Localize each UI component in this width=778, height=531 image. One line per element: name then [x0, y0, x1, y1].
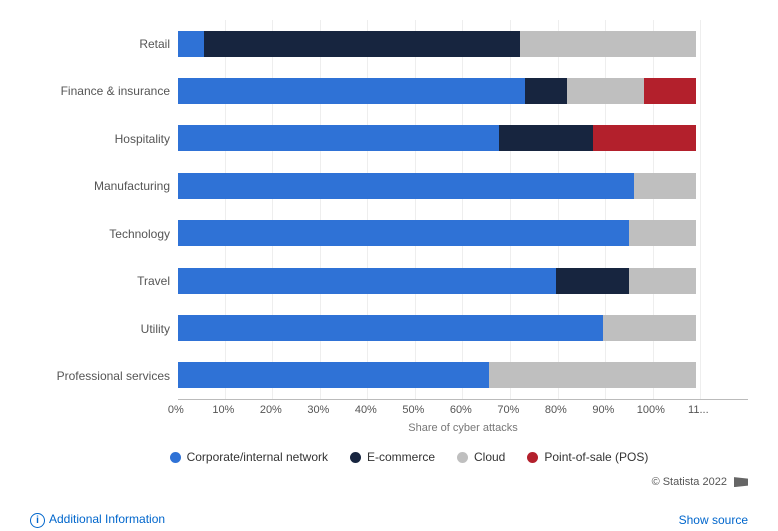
- bar-segment-corp: [178, 78, 525, 104]
- show-source-link[interactable]: Show source: [679, 513, 748, 527]
- category-label: Hospitality: [30, 123, 170, 155]
- legend-item: E-commerce: [350, 450, 435, 464]
- legend-label: E-commerce: [367, 450, 435, 464]
- bar-row: [178, 362, 748, 388]
- bar-segment-corp: [178, 362, 489, 388]
- bar-segment-corp: [178, 315, 603, 341]
- legend-swatch: [350, 452, 361, 463]
- x-axis-title: Share of cyber attacks: [178, 422, 748, 434]
- category-label: Retail: [30, 28, 170, 60]
- x-tick: 70%: [485, 404, 533, 416]
- legend-swatch: [527, 452, 538, 463]
- bar-segment-cloud: [520, 31, 696, 57]
- category-label: Manufacturing: [30, 170, 170, 202]
- copyright-text: © Statista 2022: [652, 476, 727, 488]
- x-axis-ticks: 0%10%20%30%40%50%60%70%80%90%100%11...: [152, 404, 722, 416]
- category-label: Travel: [30, 265, 170, 297]
- bar-rows: [178, 20, 748, 399]
- category-label: Technology: [30, 218, 170, 250]
- x-tick: 11...: [675, 404, 723, 416]
- legend-item: Corporate/internal network: [170, 450, 328, 464]
- bar-row: [178, 173, 748, 199]
- bar-segment-corp: [178, 125, 499, 151]
- legend-item: Point-of-sale (POS): [527, 450, 648, 464]
- bar-row: [178, 125, 748, 151]
- bar-segment-ecom: [204, 31, 520, 57]
- legend-item: Cloud: [457, 450, 505, 464]
- plot: [178, 20, 748, 400]
- bar-row: [178, 268, 748, 294]
- x-tick: 80%: [532, 404, 580, 416]
- bar-segment-corp: [178, 220, 629, 246]
- x-tick: 0%: [152, 404, 200, 416]
- additional-info-label: Additional Information: [49, 512, 165, 526]
- additional-info-link[interactable]: i Additional Information: [30, 512, 165, 528]
- x-tick: 20%: [247, 404, 295, 416]
- bar-row: [178, 315, 748, 341]
- bar-segment-cloud: [629, 220, 696, 246]
- category-label: Professional services: [30, 360, 170, 392]
- legend-swatch: [170, 452, 181, 463]
- legend-label: Point-of-sale (POS): [544, 450, 648, 464]
- bar-segment-corp: [178, 31, 204, 57]
- bar-segment-cloud: [629, 268, 696, 294]
- chart-container: Retail Finance & insurance Hospitality Manu…: [0, 0, 778, 531]
- legend: Corporate/internal network E-commerce Clou…: [70, 450, 748, 464]
- bar-segment-pos: [644, 78, 696, 104]
- x-tick: 50%: [390, 404, 438, 416]
- x-tick: 30%: [295, 404, 343, 416]
- category-label: Finance & insurance: [30, 75, 170, 107]
- bar-segment-cloud: [489, 362, 696, 388]
- bar-row: [178, 31, 748, 57]
- chart-plot-area: Retail Finance & insurance Hospitality Manu…: [30, 20, 748, 400]
- bar-segment-corp: [178, 173, 634, 199]
- legend-swatch: [457, 452, 468, 463]
- bar-segment-cloud: [603, 315, 696, 341]
- category-label: Utility: [30, 313, 170, 345]
- bar-row: [178, 78, 748, 104]
- flag-icon: [734, 477, 748, 487]
- bar-segment-ecom: [525, 78, 566, 104]
- copyright: © Statista 2022: [30, 476, 748, 488]
- legend-label: Cloud: [474, 450, 505, 464]
- x-tick: 90%: [580, 404, 628, 416]
- bar-segment-ecom: [499, 125, 592, 151]
- info-icon: i: [30, 513, 45, 528]
- bar-segment-pos: [593, 125, 697, 151]
- bar-segment-ecom: [556, 268, 629, 294]
- bar-segment-cloud: [567, 78, 645, 104]
- footer: i Additional Information Show source: [30, 512, 748, 528]
- legend-label: Corporate/internal network: [187, 450, 328, 464]
- bar-segment-cloud: [634, 173, 696, 199]
- x-tick: 100%: [627, 404, 675, 416]
- x-tick: 10%: [200, 404, 248, 416]
- x-tick: 60%: [437, 404, 485, 416]
- x-tick: 40%: [342, 404, 390, 416]
- y-axis-labels: Retail Finance & insurance Hospitality Manu…: [30, 20, 178, 400]
- bar-segment-corp: [178, 268, 556, 294]
- bar-row: [178, 220, 748, 246]
